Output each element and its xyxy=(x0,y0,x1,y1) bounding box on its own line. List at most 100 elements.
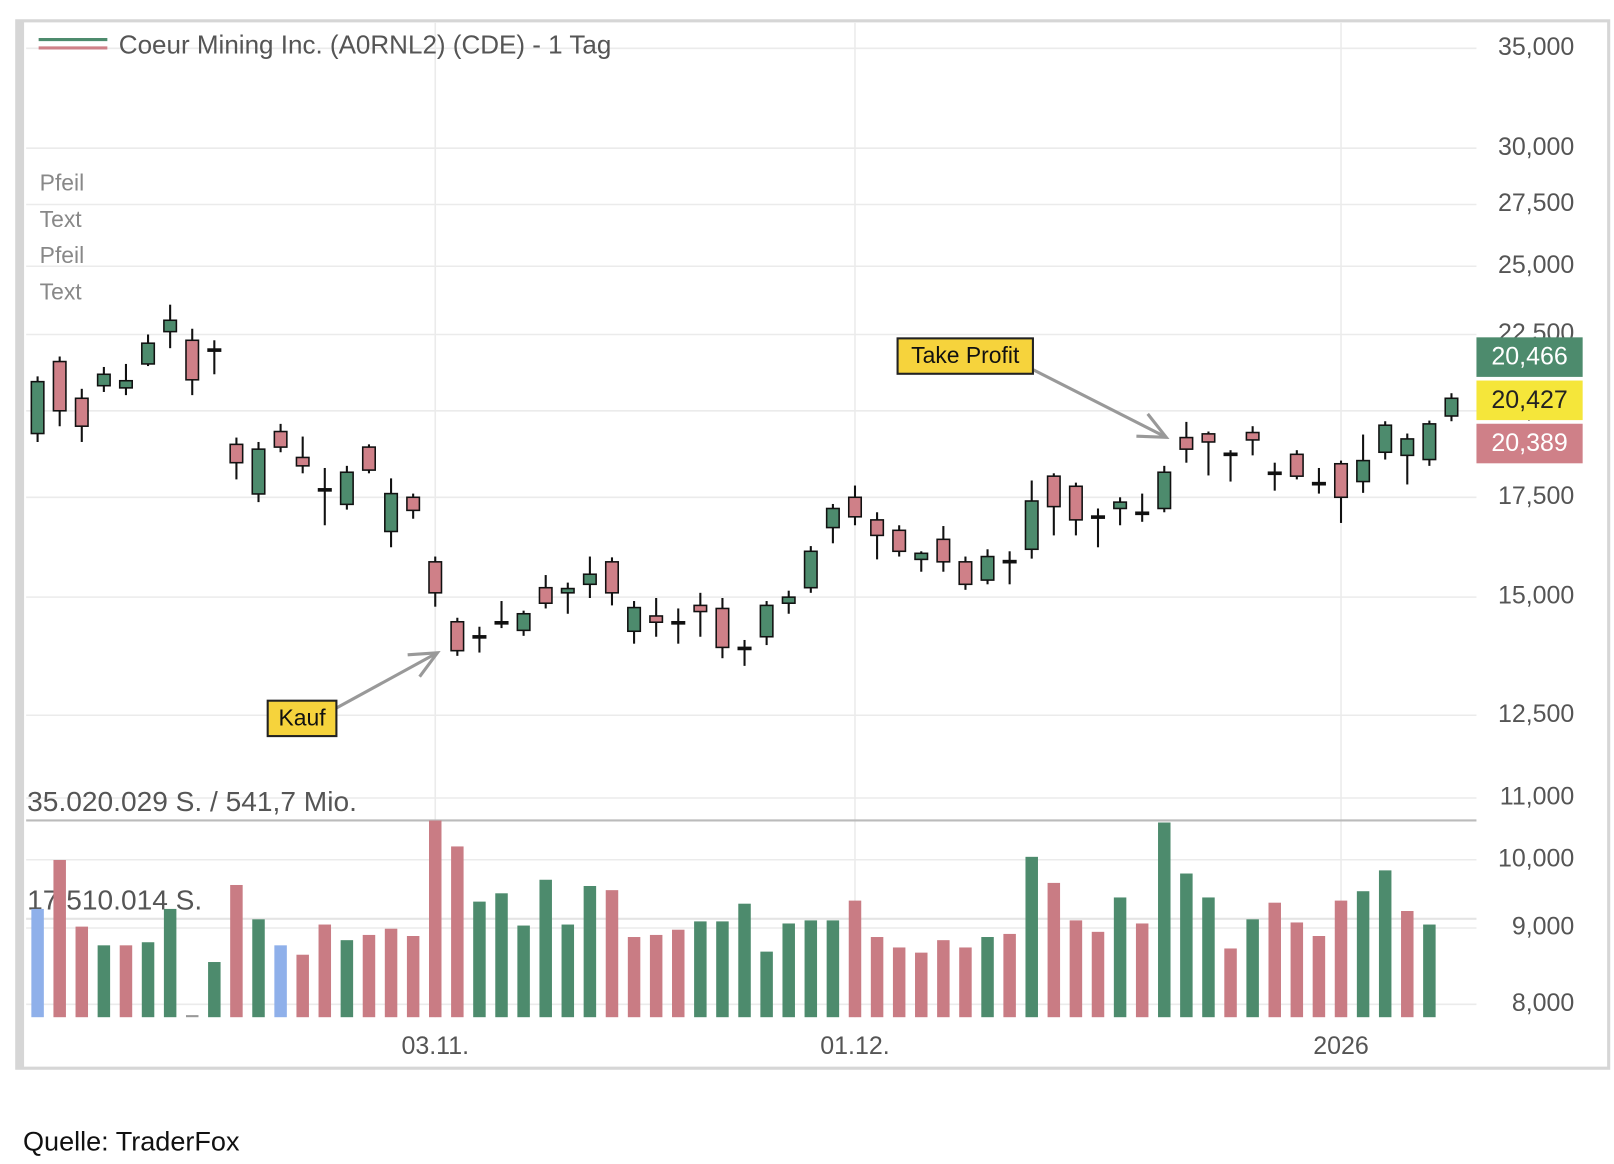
volume-bar xyxy=(561,924,575,1018)
volume-bar xyxy=(1113,897,1127,1018)
candle-body xyxy=(582,573,597,586)
volume-bar xyxy=(1047,882,1061,1018)
candle-body xyxy=(759,604,774,638)
volume-bar xyxy=(428,820,442,1018)
x-tick-label: 01.12. xyxy=(820,1032,889,1060)
candle-body xyxy=(185,339,200,381)
volume-bar xyxy=(1091,931,1105,1018)
candle-body xyxy=(1046,475,1061,508)
volume-bar xyxy=(340,940,354,1018)
candle-body xyxy=(74,397,89,427)
volume-tick-label: 35.020.029 S. / 541,7 Mio. xyxy=(27,786,357,817)
candle-body xyxy=(560,587,575,594)
y-tick-label: 11,000 xyxy=(1500,783,1575,811)
annotations: Take Profit Kauf xyxy=(266,337,1170,738)
price-badge xyxy=(1476,423,1583,464)
y-tick-label: 17,500 xyxy=(1498,482,1574,510)
volume-bar xyxy=(1268,902,1281,1018)
volume-bar xyxy=(738,903,751,1018)
candle-body xyxy=(715,607,730,649)
candle-body xyxy=(295,456,310,467)
volume-bar xyxy=(539,879,552,1018)
volume-bar xyxy=(915,952,928,1018)
side-label: Pfeil xyxy=(40,242,85,268)
candle-body xyxy=(1090,515,1106,519)
candle-body xyxy=(516,612,531,632)
candle-body xyxy=(1201,433,1216,443)
price-badge-label: 20,427 xyxy=(1491,386,1567,414)
volume-bar xyxy=(141,942,155,1018)
y-tick-label: 9,000 xyxy=(1512,913,1574,941)
volume-bar xyxy=(1224,948,1237,1018)
candle-body xyxy=(538,586,553,604)
candle-body xyxy=(1245,431,1260,441)
volume-bar xyxy=(97,945,111,1018)
annotation-label: Kauf xyxy=(278,704,326,730)
side-label: Text xyxy=(40,279,83,305)
volume-bar xyxy=(473,901,486,1018)
candle-body xyxy=(1333,462,1349,499)
candle-body xyxy=(604,561,620,594)
candle-body xyxy=(980,555,995,581)
y-tick-label: 15,000 xyxy=(1498,582,1574,610)
candle-body xyxy=(1400,438,1415,457)
annotation-arrow xyxy=(335,651,439,710)
candle-body xyxy=(207,348,222,352)
candle-body xyxy=(339,471,354,506)
volume-bar xyxy=(627,937,641,1018)
candle-body xyxy=(1356,459,1371,483)
candle-body xyxy=(649,615,664,624)
candle-body xyxy=(1113,501,1128,510)
volume-bar xyxy=(274,945,287,1018)
x-tick-label: 03.11. xyxy=(401,1032,469,1060)
volume-bar xyxy=(870,937,884,1018)
y-tick-label: 35,000 xyxy=(1498,33,1574,61)
volume-bar xyxy=(1423,924,1436,1018)
candle-body xyxy=(317,488,332,492)
volume-bar xyxy=(451,846,464,1018)
volume-bar xyxy=(716,921,729,1018)
candle-body xyxy=(1135,511,1150,516)
candle-body xyxy=(96,373,111,387)
candle-body xyxy=(627,606,642,633)
annotation-label: Take Profit xyxy=(911,342,1020,368)
candle-body xyxy=(825,507,840,529)
y-tick-label: 10,000 xyxy=(1498,844,1574,872)
y-tick-label: 27,500 xyxy=(1498,189,1574,217)
candle-body xyxy=(1024,500,1039,551)
candle-body xyxy=(384,492,399,533)
volume-bar xyxy=(981,937,994,1018)
chart-title: Coeur Mining Inc. (A0RNL2) (CDE) - 1 Tag xyxy=(119,30,612,60)
volume-bar xyxy=(208,962,221,1018)
volume-bar xyxy=(1180,873,1193,1018)
y-tick-label: 25,000 xyxy=(1498,251,1574,279)
price-axis: 35,00030,00027,50025,00022,50020,00017,5… xyxy=(401,33,1583,1060)
annotation-arrow xyxy=(1032,368,1167,439)
volume-bar xyxy=(1246,919,1259,1018)
candle-body xyxy=(406,496,421,512)
side-label: Pfeil xyxy=(40,169,85,195)
y-tick-label: 12,500 xyxy=(1498,700,1574,728)
volume-bar xyxy=(1290,922,1304,1018)
volume-bar xyxy=(185,1015,199,1018)
volume-bar xyxy=(1378,870,1392,1018)
volume-bar xyxy=(1202,897,1215,1018)
volume-bar xyxy=(892,947,906,1018)
candle-body xyxy=(273,430,288,448)
candle-body xyxy=(494,620,509,625)
candle-body xyxy=(958,561,973,586)
price-badge-label: 20,466 xyxy=(1491,343,1567,371)
candle-body xyxy=(737,646,752,651)
frame-left-edge xyxy=(16,20,25,1069)
volume-bar xyxy=(1003,933,1016,1018)
candle-body xyxy=(1068,485,1083,521)
candle-body xyxy=(30,380,45,435)
volume-bar xyxy=(495,893,508,1018)
volume-bar xyxy=(230,884,243,1018)
volume-bar xyxy=(1135,923,1149,1018)
y-tick-label: 30,000 xyxy=(1498,133,1574,161)
annotation-arrowhead xyxy=(1136,412,1170,439)
volume-bar xyxy=(119,945,133,1018)
